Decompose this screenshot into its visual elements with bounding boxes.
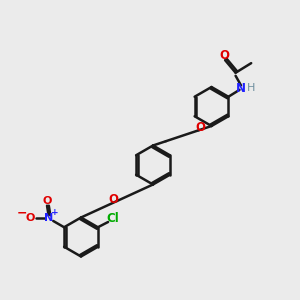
Text: −: − [17,206,28,219]
Text: H: H [246,83,255,93]
Text: O: O [26,213,35,223]
Text: N: N [44,213,53,223]
Text: N: N [236,82,246,95]
Text: O: O [42,196,52,206]
Text: O: O [220,50,230,62]
Text: +: + [51,208,59,217]
Text: O: O [195,122,205,134]
Text: O: O [108,193,118,206]
Text: Cl: Cl [107,212,120,226]
